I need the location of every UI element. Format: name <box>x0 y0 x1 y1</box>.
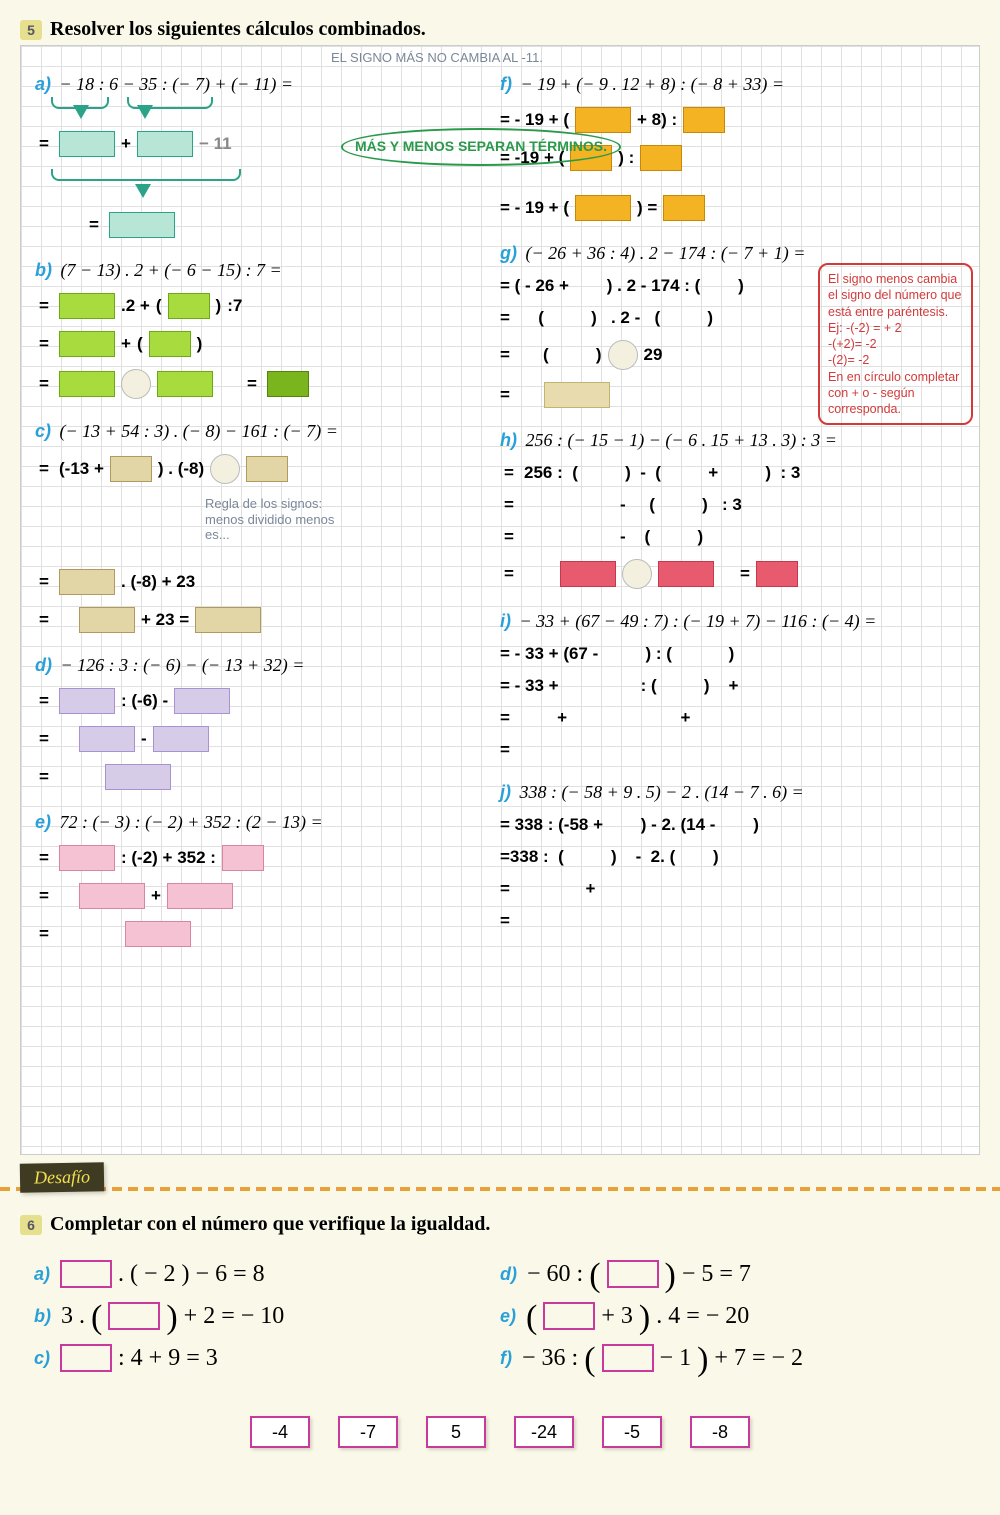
problem-g: g) (− 26 + 36 : 4) . 2 − 174 : (− 7 + 1)… <box>500 243 965 408</box>
section-6-title: Completar con el número que verifique la… <box>50 1213 490 1236</box>
answer-bank: -4 -7 5 -24 -5 -8 <box>34 1416 966 1448</box>
section-6-number: 6 <box>20 1215 42 1235</box>
section-5-header: 5 Resolver los siguientes cálculos combi… <box>20 18 980 41</box>
problem-b: b) (7 − 13) . 2 + (− 6 − 15) : 7 = = .2 … <box>35 260 500 399</box>
blank-box[interactable] <box>683 107 725 133</box>
blank-box[interactable] <box>756 561 798 587</box>
desafio-label: Desafío <box>20 1162 104 1192</box>
answer-chip[interactable]: -24 <box>514 1416 574 1448</box>
blank-box[interactable] <box>543 1302 595 1330</box>
blank-box[interactable] <box>59 131 115 157</box>
answer-chip[interactable]: -7 <box>338 1416 398 1448</box>
answer-chip[interactable]: 5 <box>426 1416 486 1448</box>
arrow-down-icon <box>135 184 151 198</box>
blank-box[interactable] <box>125 921 191 947</box>
blank-box[interactable] <box>246 456 288 482</box>
blank-box[interactable] <box>267 371 309 397</box>
blank-box[interactable] <box>110 456 152 482</box>
blank-box[interactable] <box>195 607 261 633</box>
blank-box[interactable] <box>79 607 135 633</box>
blank-box[interactable] <box>174 688 230 714</box>
blank-box[interactable] <box>602 1344 654 1372</box>
blank-box[interactable] <box>79 883 145 909</box>
section-5-title: Resolver los siguientes cálculos combina… <box>50 18 426 41</box>
blank-box[interactable] <box>109 212 175 238</box>
column-right: f) − 19 + (− 9 . 12 + 8) : (− 8 + 33) = … <box>500 64 965 969</box>
blank-box[interactable] <box>222 845 264 871</box>
blank-box[interactable] <box>575 195 631 221</box>
blank-box[interactable] <box>560 561 616 587</box>
blank-box[interactable] <box>137 131 193 157</box>
arrow-down-icon <box>73 105 89 119</box>
blank-box[interactable] <box>663 195 705 221</box>
answer-chip[interactable]: -8 <box>690 1416 750 1448</box>
eq-6e: e) ( + 3) . 4 = − 20 <box>500 1302 966 1330</box>
problem-i: i) − 33 + (67 − 49 : 7) : (− 19 + 7) − 1… <box>500 611 965 760</box>
problem-j: j) 338 : (− 58 + 9 . 5) − 2 . (14 − 7 . … <box>500 782 965 931</box>
eq-6d: d) − 60 : () − 5 = 7 <box>500 1260 966 1288</box>
section-6-body: a) . ( − 2 ) − 6 = 8 b) 3 . () + 2 = − 1… <box>20 1240 980 1458</box>
blank-box[interactable] <box>149 331 191 357</box>
desafio-divider: Desafío <box>0 1169 1000 1197</box>
problem-c: c) (− 13 + 54 : 3) . (− 8) − 161 : (− 7)… <box>35 421 500 633</box>
blank-box[interactable] <box>153 726 209 752</box>
section-5-workarea: EL SIGNO MÁS NO CAMBIA AL -11. MÁS Y MEN… <box>20 45 980 1155</box>
bubble-terms: MÁS Y MENOS SEPARAN TÉRMINOS. <box>341 128 621 166</box>
eq-6a: a) . ( − 2 ) − 6 = 8 <box>34 1260 500 1288</box>
blank-box[interactable] <box>59 569 115 595</box>
blank-box[interactable] <box>108 1302 160 1330</box>
blank-box[interactable] <box>658 561 714 587</box>
answer-chip[interactable]: -5 <box>602 1416 662 1448</box>
blank-box[interactable] <box>60 1260 112 1288</box>
sign-circle[interactable] <box>121 369 151 399</box>
sign-circle[interactable] <box>622 559 652 589</box>
hint-sign-rule: Regla de los signos: menos dividido meno… <box>205 496 345 543</box>
blank-box[interactable] <box>59 293 115 319</box>
problem-h: h) 256 : (− 15 − 1) − (− 6 . 15 + 13 . 3… <box>500 430 965 589</box>
blank-box[interactable] <box>607 1260 659 1288</box>
blank-box[interactable] <box>544 382 610 408</box>
blank-box[interactable] <box>79 726 135 752</box>
blank-box[interactable] <box>640 145 682 171</box>
blank-box[interactable] <box>59 371 115 397</box>
blank-box[interactable] <box>59 688 115 714</box>
sign-circle[interactable] <box>210 454 240 484</box>
problem-d: d) − 126 : 3 : (− 6) − (− 13 + 32) = = :… <box>35 655 500 790</box>
blank-box[interactable] <box>157 371 213 397</box>
sign-circle[interactable] <box>608 340 638 370</box>
answer-chip[interactable]: -4 <box>250 1416 310 1448</box>
eq-6c: c) : 4 + 9 = 3 <box>34 1344 500 1372</box>
blank-box[interactable] <box>59 331 115 357</box>
eq-6b: b) 3 . () + 2 = − 10 <box>34 1302 500 1330</box>
red-bubble-sign-rule: El signo menos cambia el signo del númer… <box>818 263 973 425</box>
blank-box[interactable] <box>167 883 233 909</box>
column-left: a) − 18 : 6 − 35 : (− 7) + (− 11) = = + <box>35 64 500 969</box>
blank-box[interactable] <box>168 293 210 319</box>
eq-6f: f) − 36 : ( − 1) + 7 = − 2 <box>500 1344 966 1372</box>
blank-box[interactable] <box>105 764 171 790</box>
blank-box[interactable] <box>60 1344 112 1372</box>
arrow-down-icon <box>137 105 153 119</box>
problem-e: e) 72 : (− 3) : (− 2) + 352 : (2 − 13) =… <box>35 812 500 947</box>
section-5-number: 5 <box>20 20 42 40</box>
blank-box[interactable] <box>59 845 115 871</box>
section-6-header: 6 Completar con el número que verifique … <box>20 1213 980 1236</box>
hint-plus-sign: EL SIGNO MÁS NO CAMBIA AL -11. <box>331 50 543 66</box>
